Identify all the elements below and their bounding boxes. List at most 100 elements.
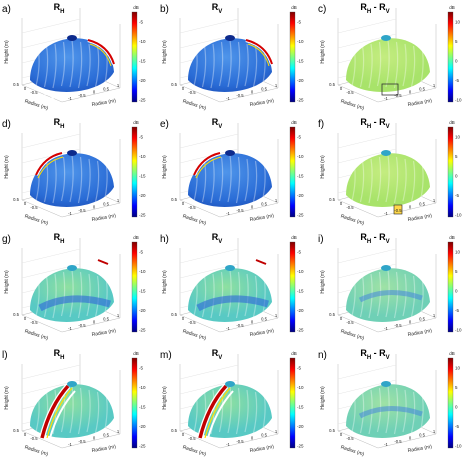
colorbar-tick: 0 <box>455 289 458 294</box>
low-band <box>196 295 270 312</box>
x-axis-label: Radius (m) <box>340 98 365 111</box>
dome-plot: Height (m)Radius (m) Radius (m)0.50-0.5-1… <box>4 5 146 112</box>
dome-plot: Height (m)Radius (m) Radius (m)0.50-0.5-1… <box>162 5 304 112</box>
tick-label-y: -0.5 <box>394 208 402 213</box>
x-axis-label: Radius (m) <box>24 213 49 226</box>
tick-label-x: 0 <box>340 86 343 91</box>
z-axis-label: Height (m) <box>320 155 326 179</box>
colorbar-tick: -25 <box>297 213 304 218</box>
colorbar <box>131 241 138 333</box>
tick-label-x: 0.5 <box>13 428 19 433</box>
tick-label-y: -1 <box>226 211 230 216</box>
colorbar-tick: -10 <box>297 39 304 44</box>
colorbar-tick: -10 <box>455 444 462 449</box>
tick-label-y: 0.5 <box>261 316 267 321</box>
tick-label-x: 0.5 <box>13 312 19 317</box>
tick-label-x: -0.5 <box>346 436 354 441</box>
title-main: R <box>360 2 367 12</box>
panel-letter: g) <box>2 234 11 245</box>
tick-label-y: -0.5 <box>236 208 244 213</box>
tick-label-y: 0 <box>93 90 96 95</box>
colorbar-unit: dB <box>449 120 455 125</box>
title-sub: H <box>60 123 65 130</box>
dome-surface <box>346 153 430 207</box>
colorbar-tick: -15 <box>297 405 304 410</box>
colorbar-tick: -5 <box>139 135 143 140</box>
colorbar-tick: -15 <box>297 289 304 294</box>
x-axis-label: Radius (m) <box>182 444 207 457</box>
colorbar-tick: -15 <box>139 405 146 410</box>
x-axis-label: Radius (m) <box>24 98 49 111</box>
top-opening <box>381 381 391 387</box>
y-axis-label: Radius (m) <box>91 328 116 338</box>
panel-b: Height (m) Radius (m) Radius (m) 0.5 0 -0.5 -1… <box>158 0 316 115</box>
top-opening <box>225 150 235 156</box>
dome-surface <box>188 38 272 92</box>
title-main: R <box>53 232 61 242</box>
panel-title: RH <box>0 232 118 245</box>
panel-title: RV <box>158 2 276 15</box>
tick-label-y: 0 <box>251 205 254 210</box>
colorbar-tick: -20 <box>297 78 304 83</box>
tick-label-y: 0 <box>409 320 412 325</box>
colorbar-tick: 10 <box>455 135 461 140</box>
tick-label-y: -0.5 <box>394 93 402 98</box>
colorbar-tick: -5 <box>297 135 301 140</box>
z-axis-label: Height (m) <box>4 270 10 294</box>
hotspot-stripe <box>39 383 76 439</box>
panel-title: RH - RV <box>316 232 434 245</box>
panel-title: RH <box>0 348 118 361</box>
x-axis-label: Radius (m) <box>182 213 207 226</box>
tick-label-y: -1 <box>384 96 388 101</box>
panel-letter: f) <box>318 119 325 130</box>
dome-surface <box>346 268 430 322</box>
colorbar <box>289 357 296 449</box>
tick-label-x: -0.5 <box>188 205 196 210</box>
z-axis-label: Height (m) <box>162 155 168 179</box>
top-opening <box>225 265 235 271</box>
colorbar-tick: -15 <box>139 174 146 179</box>
tick-label-y: 1 <box>117 429 120 434</box>
colorbar-tick: 0 <box>455 59 458 64</box>
colorbar-tick: -10 <box>139 154 146 159</box>
title-sub: H <box>366 354 372 361</box>
tick-label-x: 0 <box>340 316 343 321</box>
dome-texture <box>351 154 424 204</box>
tick-label-x: 0.5 <box>329 428 335 433</box>
top-opening <box>67 150 77 156</box>
tick-label-x: 0 <box>182 432 185 437</box>
colorbar-tick: -20 <box>139 308 146 313</box>
tick-label-y: 0.5 <box>419 316 425 321</box>
z-axis-label: Height (m) <box>162 386 168 410</box>
panel-title: RV <box>158 232 276 245</box>
title-sub: H <box>60 238 65 245</box>
tick-label-y: 0.5 <box>103 86 109 91</box>
z-axis-label: Height (m) <box>320 40 326 64</box>
y-axis-label: Radius (m) <box>249 444 274 454</box>
colorbar-unit: dB <box>291 5 297 10</box>
title-main: R <box>211 2 219 12</box>
tick-label-x: 0 <box>182 316 185 321</box>
colorbar-tick: -15 <box>139 289 146 294</box>
tick-label-x: 0 <box>24 201 27 206</box>
title-main: R <box>360 348 367 358</box>
tick-label-x: 0.5 <box>13 82 19 87</box>
hotspot-stripe <box>245 38 274 67</box>
tick-label-y: -1 <box>384 442 388 447</box>
title-sub: V <box>218 123 223 130</box>
tick-label-y: -1 <box>384 326 388 331</box>
colorbar-tick: 0 <box>455 405 458 410</box>
tick-label-y: 0.5 <box>419 86 425 91</box>
top-opening <box>67 381 77 387</box>
panel-title: RH - RV <box>316 117 434 130</box>
title-sub2: V <box>385 354 390 361</box>
title-main: R <box>211 232 219 242</box>
tick-label-x: 0 <box>340 201 343 206</box>
tick-label-y: -0.5 <box>236 439 244 444</box>
top-opening <box>381 150 391 156</box>
highlight-box <box>44 91 56 99</box>
colorbar-tick: 10 <box>455 250 461 255</box>
colorbar-tick: -10 <box>455 328 462 333</box>
colorbar-tick: -15 <box>297 174 304 179</box>
tick-label-x: 0.5 <box>329 82 335 87</box>
